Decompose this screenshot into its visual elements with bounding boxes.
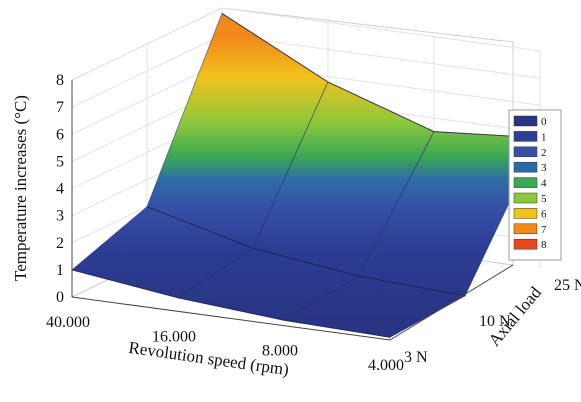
legend-label: 1 xyxy=(541,131,547,143)
z-tick-labels: 0 1 2 3 4 5 6 7 8 xyxy=(56,72,64,306)
legend-label: 4 xyxy=(541,178,547,190)
y-tick-label: 3 N xyxy=(404,349,428,366)
z-tick-label: 2 xyxy=(56,235,64,252)
legend-swatch xyxy=(513,146,538,158)
legend: 0 1 2 3 4 5 6 7 8 xyxy=(508,109,562,261)
z-tick-label: 1 xyxy=(56,262,64,279)
z-tick-label: 4 xyxy=(56,181,64,198)
legend-label: 8 xyxy=(541,239,547,251)
legend-swatch xyxy=(513,115,538,127)
y-axis-line xyxy=(389,264,514,341)
series-line xyxy=(221,12,541,139)
x-axis-line xyxy=(71,296,391,341)
surface xyxy=(71,12,541,338)
legend-label: 2 xyxy=(541,147,547,159)
x-tick-labels: 40.000 16.000 8.000 4.000 xyxy=(46,314,404,374)
z-tick-label: 0 xyxy=(56,289,64,306)
z-tick-label: 8 xyxy=(56,72,64,89)
legend-swatch xyxy=(513,192,538,204)
series-line xyxy=(146,206,466,297)
y-tick-labels: 3 N 10 N 25 N xyxy=(404,277,581,366)
legend-label: 3 xyxy=(541,162,547,174)
z-tick-label: 7 xyxy=(56,99,64,116)
legend-label: 0 xyxy=(541,116,547,128)
legend-swatch xyxy=(513,131,538,142)
y-tick-label: 10 N xyxy=(479,313,511,330)
grid-line xyxy=(221,7,541,52)
front-axes xyxy=(71,80,514,341)
legend-swatch xyxy=(513,238,538,250)
grid-line xyxy=(221,34,541,79)
legend-swatch xyxy=(513,208,538,219)
legend-label: 7 xyxy=(541,224,547,236)
x-tick-label: 16.000 xyxy=(152,328,196,345)
legend-swatch xyxy=(513,223,538,235)
surface-mesh xyxy=(71,12,541,338)
z-axis-label: Temperature increases (°C) xyxy=(11,95,30,281)
series-line xyxy=(71,269,391,338)
legend-label: 6 xyxy=(541,208,547,220)
legend-swatch xyxy=(513,161,538,173)
x-tick-label: 40.000 xyxy=(46,314,90,331)
z-tick-label: 3 xyxy=(56,208,64,225)
x-tick-label: 4.000 xyxy=(368,357,404,374)
legend-swatch xyxy=(513,177,538,188)
legend-label: 5 xyxy=(541,193,547,205)
z-tick-label: 6 xyxy=(56,126,64,143)
z-tick-label: 5 xyxy=(56,153,64,170)
x-tick-label: 8.000 xyxy=(262,343,298,360)
y-tick-label: 25 N xyxy=(554,277,581,294)
